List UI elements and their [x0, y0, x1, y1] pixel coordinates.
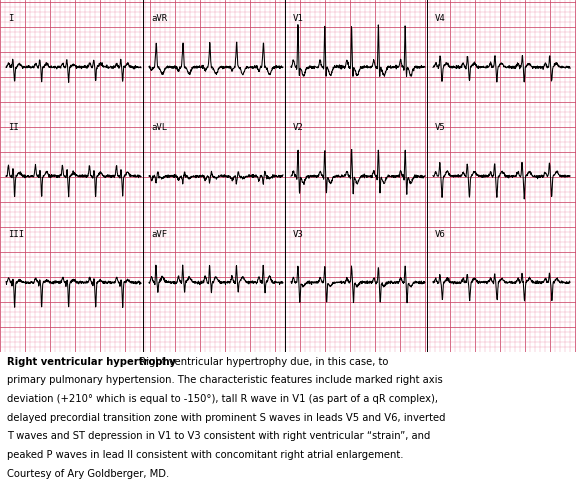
Text: aVR: aVR: [151, 14, 167, 23]
Text: Right ventricular hypertrophy: Right ventricular hypertrophy: [7, 357, 176, 367]
Text: primary pulmonary hypertension. The characteristic features include marked right: primary pulmonary hypertension. The char…: [7, 375, 443, 386]
Text: Courtesy of Ary Goldberger, MD.: Courtesy of Ary Goldberger, MD.: [7, 469, 169, 479]
Text: II: II: [8, 123, 19, 133]
Text: delayed precordial transition zone with prominent S waves in leads V5 and V6, in: delayed precordial transition zone with …: [7, 413, 445, 423]
Text: I: I: [8, 14, 13, 23]
Text: T waves and ST depression in V1 to V3 consistent with right ventricular “strain”: T waves and ST depression in V1 to V3 co…: [7, 431, 430, 441]
Text: deviation (+210° which is equal to -150°), tall R wave in V1 (as part of a qR co: deviation (+210° which is equal to -150°…: [7, 394, 438, 404]
Text: V2: V2: [293, 123, 304, 133]
Text: peaked P waves in lead II consistent with concomitant right atrial enlargement.: peaked P waves in lead II consistent wit…: [7, 450, 403, 460]
Text: III: III: [8, 230, 24, 239]
Text: Right ventricular hypertrophy due, in this case, to: Right ventricular hypertrophy due, in th…: [133, 357, 388, 367]
Text: V4: V4: [435, 14, 446, 23]
Text: V5: V5: [435, 123, 446, 133]
Text: aVF: aVF: [151, 230, 167, 239]
Text: aVL: aVL: [151, 123, 167, 133]
Text: V6: V6: [435, 230, 446, 239]
Text: V1: V1: [293, 14, 304, 23]
Text: V3: V3: [293, 230, 304, 239]
